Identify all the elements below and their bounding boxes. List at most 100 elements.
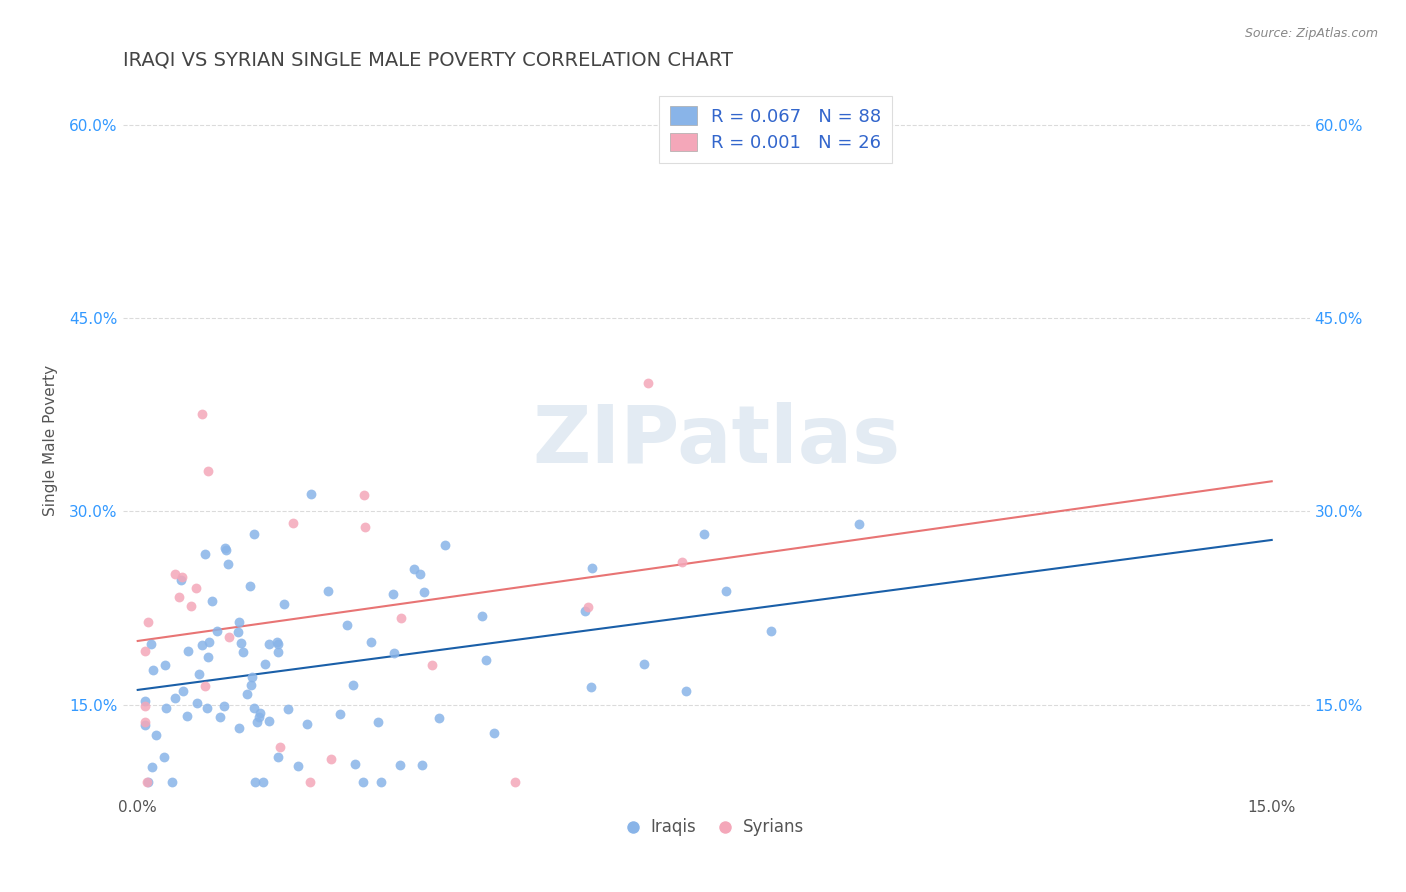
Point	[484, 726, 506, 740]
Point	[231, 635, 253, 649]
Point	[412, 585, 434, 599]
Point	[576, 600, 599, 615]
Point	[245, 774, 267, 789]
Point	[232, 645, 254, 659]
Point	[217, 558, 239, 572]
Point	[191, 638, 214, 652]
Point	[239, 579, 262, 593]
Point	[505, 774, 527, 789]
Point	[266, 645, 288, 659]
Point	[142, 663, 165, 677]
Point	[352, 774, 374, 789]
Point	[165, 690, 187, 705]
Point	[254, 657, 277, 672]
Point	[434, 538, 457, 552]
Point	[408, 567, 430, 582]
Point	[134, 694, 156, 708]
Point	[389, 611, 412, 625]
Point	[343, 757, 366, 772]
Point	[353, 488, 375, 502]
Point	[404, 562, 426, 576]
Point	[145, 728, 167, 742]
Point	[139, 637, 162, 651]
Point	[194, 547, 217, 561]
Point	[252, 774, 274, 789]
Point	[228, 624, 250, 639]
Point	[574, 604, 596, 618]
Point	[249, 706, 271, 720]
Point	[637, 376, 659, 391]
Point	[382, 587, 405, 601]
Point	[153, 657, 176, 672]
Point	[198, 635, 221, 649]
Point	[197, 650, 219, 665]
Point	[848, 517, 870, 532]
Point	[134, 698, 156, 713]
Point	[141, 760, 163, 774]
Point	[389, 757, 412, 772]
Point	[136, 774, 159, 789]
Point	[321, 752, 343, 766]
Point	[281, 516, 304, 530]
Point	[267, 637, 290, 651]
Point	[243, 527, 266, 541]
Point	[172, 684, 194, 698]
Point	[714, 583, 737, 598]
Point	[247, 710, 270, 724]
Point	[273, 597, 295, 611]
Point	[186, 696, 208, 710]
Point	[287, 759, 309, 773]
Point	[207, 624, 229, 638]
Point	[215, 543, 238, 558]
Point	[236, 687, 259, 701]
Point	[693, 527, 716, 541]
Point	[208, 710, 231, 724]
Point	[228, 615, 250, 630]
Point	[316, 584, 339, 599]
Point	[759, 624, 782, 638]
Point	[184, 581, 207, 595]
Point	[370, 774, 392, 789]
Y-axis label: Single Male Poverty: Single Male Poverty	[44, 365, 58, 516]
Point	[136, 615, 159, 629]
Point	[298, 774, 321, 789]
Text: Source: ZipAtlas.com: Source: ZipAtlas.com	[1244, 27, 1378, 40]
Point	[243, 701, 266, 715]
Point	[160, 774, 183, 789]
Point	[297, 717, 319, 731]
Point	[134, 643, 156, 657]
Point	[218, 630, 240, 644]
Point	[191, 407, 214, 421]
Point	[267, 750, 290, 764]
Text: ZIPatlas: ZIPatlas	[531, 401, 900, 480]
Point	[201, 594, 224, 608]
Point	[163, 567, 186, 582]
Point	[266, 635, 288, 649]
Point	[354, 520, 377, 534]
Point	[167, 590, 190, 604]
Point	[420, 658, 443, 673]
Legend: Iraqis, Syrians: Iraqis, Syrians	[621, 812, 810, 843]
Point	[240, 670, 263, 684]
Point	[671, 555, 693, 569]
Point	[240, 677, 263, 691]
Point	[177, 644, 200, 658]
Point	[176, 709, 198, 723]
Point	[197, 464, 219, 478]
Point	[475, 653, 498, 667]
Point	[212, 698, 235, 713]
Point	[257, 636, 280, 650]
Point	[187, 666, 209, 681]
Point	[214, 541, 236, 556]
Point	[257, 714, 280, 729]
Point	[367, 715, 389, 730]
Point	[135, 774, 157, 789]
Point	[155, 701, 177, 715]
Point	[194, 679, 217, 693]
Point	[427, 711, 450, 725]
Point	[633, 657, 655, 671]
Point	[471, 609, 494, 624]
Point	[153, 750, 176, 764]
Point	[581, 561, 603, 575]
Point	[134, 718, 156, 732]
